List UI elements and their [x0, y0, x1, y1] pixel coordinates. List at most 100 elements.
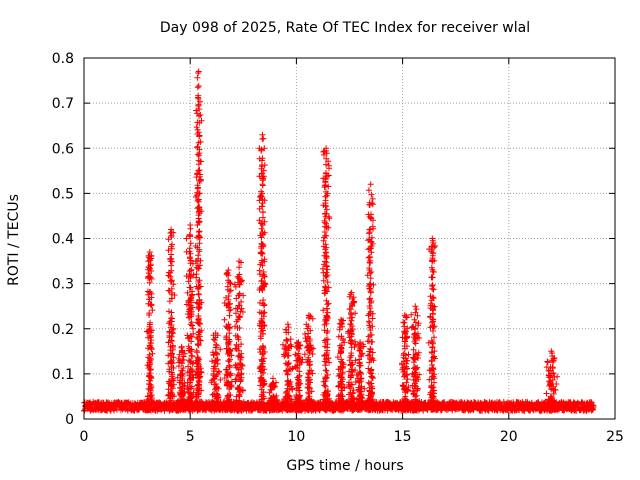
data-point	[307, 404, 313, 411]
data-point	[412, 309, 419, 316]
data-point	[258, 225, 265, 232]
data-point	[147, 381, 154, 388]
data-point	[259, 131, 266, 138]
data-point	[167, 315, 174, 322]
data-point	[180, 365, 187, 371]
data-point	[428, 338, 435, 344]
data-point	[368, 298, 375, 305]
data-point	[306, 312, 313, 319]
data-point	[224, 382, 231, 389]
data-point	[325, 162, 332, 169]
data-point	[192, 243, 199, 249]
data-point	[261, 162, 268, 169]
data-point	[429, 249, 436, 256]
data-point	[323, 355, 330, 362]
data-point	[188, 338, 195, 345]
data-point	[235, 353, 242, 360]
data-point	[402, 393, 409, 400]
data-point	[326, 359, 333, 366]
data-point	[323, 374, 330, 381]
data-point	[261, 145, 268, 152]
data-point	[196, 132, 203, 139]
data-point	[267, 397, 274, 404]
data-point	[236, 393, 243, 400]
data-point	[285, 347, 292, 354]
data-point	[180, 389, 187, 396]
data-point	[368, 338, 375, 345]
data-point	[324, 396, 331, 403]
data-point	[195, 291, 202, 298]
data-point	[323, 206, 330, 213]
data-point	[320, 269, 327, 276]
data-point	[233, 318, 240, 325]
data-point	[354, 406, 361, 413]
data-point	[258, 157, 265, 164]
data-point	[226, 307, 233, 314]
data-point	[177, 398, 184, 405]
data-point	[320, 277, 327, 284]
data-point	[323, 350, 330, 356]
data-point	[196, 228, 203, 235]
data-point	[195, 83, 202, 89]
data-point	[212, 358, 219, 365]
data-point	[323, 220, 330, 227]
data-point	[368, 356, 375, 363]
data-point	[285, 352, 292, 359]
data-point	[295, 380, 302, 387]
data-point	[196, 106, 203, 113]
data-point	[148, 268, 155, 274]
data-point	[146, 310, 153, 317]
data-point	[280, 341, 286, 348]
data-point	[322, 193, 329, 200]
data-point	[258, 309, 265, 316]
data-point	[183, 235, 190, 242]
data-point	[179, 373, 186, 380]
data-point	[146, 323, 153, 330]
data-point	[168, 309, 175, 316]
data-point	[259, 170, 266, 177]
data-point	[194, 222, 201, 228]
data-point	[301, 351, 308, 358]
data-point	[187, 222, 194, 228]
data-point	[429, 257, 436, 263]
data-point	[146, 333, 153, 339]
data-point	[216, 369, 222, 376]
data-point	[323, 253, 330, 260]
data-point	[225, 301, 232, 308]
data-point	[226, 404, 233, 411]
data-point	[546, 374, 553, 381]
data-point	[403, 379, 410, 386]
data-point	[350, 406, 357, 413]
data-point	[322, 367, 329, 374]
data-point	[270, 375, 276, 382]
data-point	[187, 321, 194, 328]
data-point	[338, 384, 345, 391]
data-point	[323, 155, 330, 162]
data-point	[365, 237, 372, 244]
data-point	[187, 233, 194, 240]
data-point	[322, 182, 329, 189]
data-point	[259, 319, 266, 326]
data-point	[186, 379, 193, 386]
data-point	[195, 320, 202, 327]
data-point	[368, 191, 375, 198]
data-point	[195, 167, 202, 174]
data-point	[323, 145, 330, 152]
data-point	[323, 297, 330, 304]
data-point	[256, 197, 263, 204]
data-point	[553, 403, 560, 410]
data-point	[226, 330, 233, 337]
data-point	[547, 393, 554, 400]
data-point	[324, 190, 331, 197]
data-point	[225, 286, 231, 293]
data-point	[223, 366, 230, 373]
data-point	[196, 150, 203, 157]
data-point	[305, 384, 312, 391]
data-point	[367, 181, 374, 188]
data-point	[186, 254, 193, 261]
data-point	[221, 316, 228, 323]
data-point	[357, 393, 364, 400]
data-point	[306, 336, 313, 342]
data-point	[233, 295, 240, 302]
data-point	[322, 318, 329, 325]
